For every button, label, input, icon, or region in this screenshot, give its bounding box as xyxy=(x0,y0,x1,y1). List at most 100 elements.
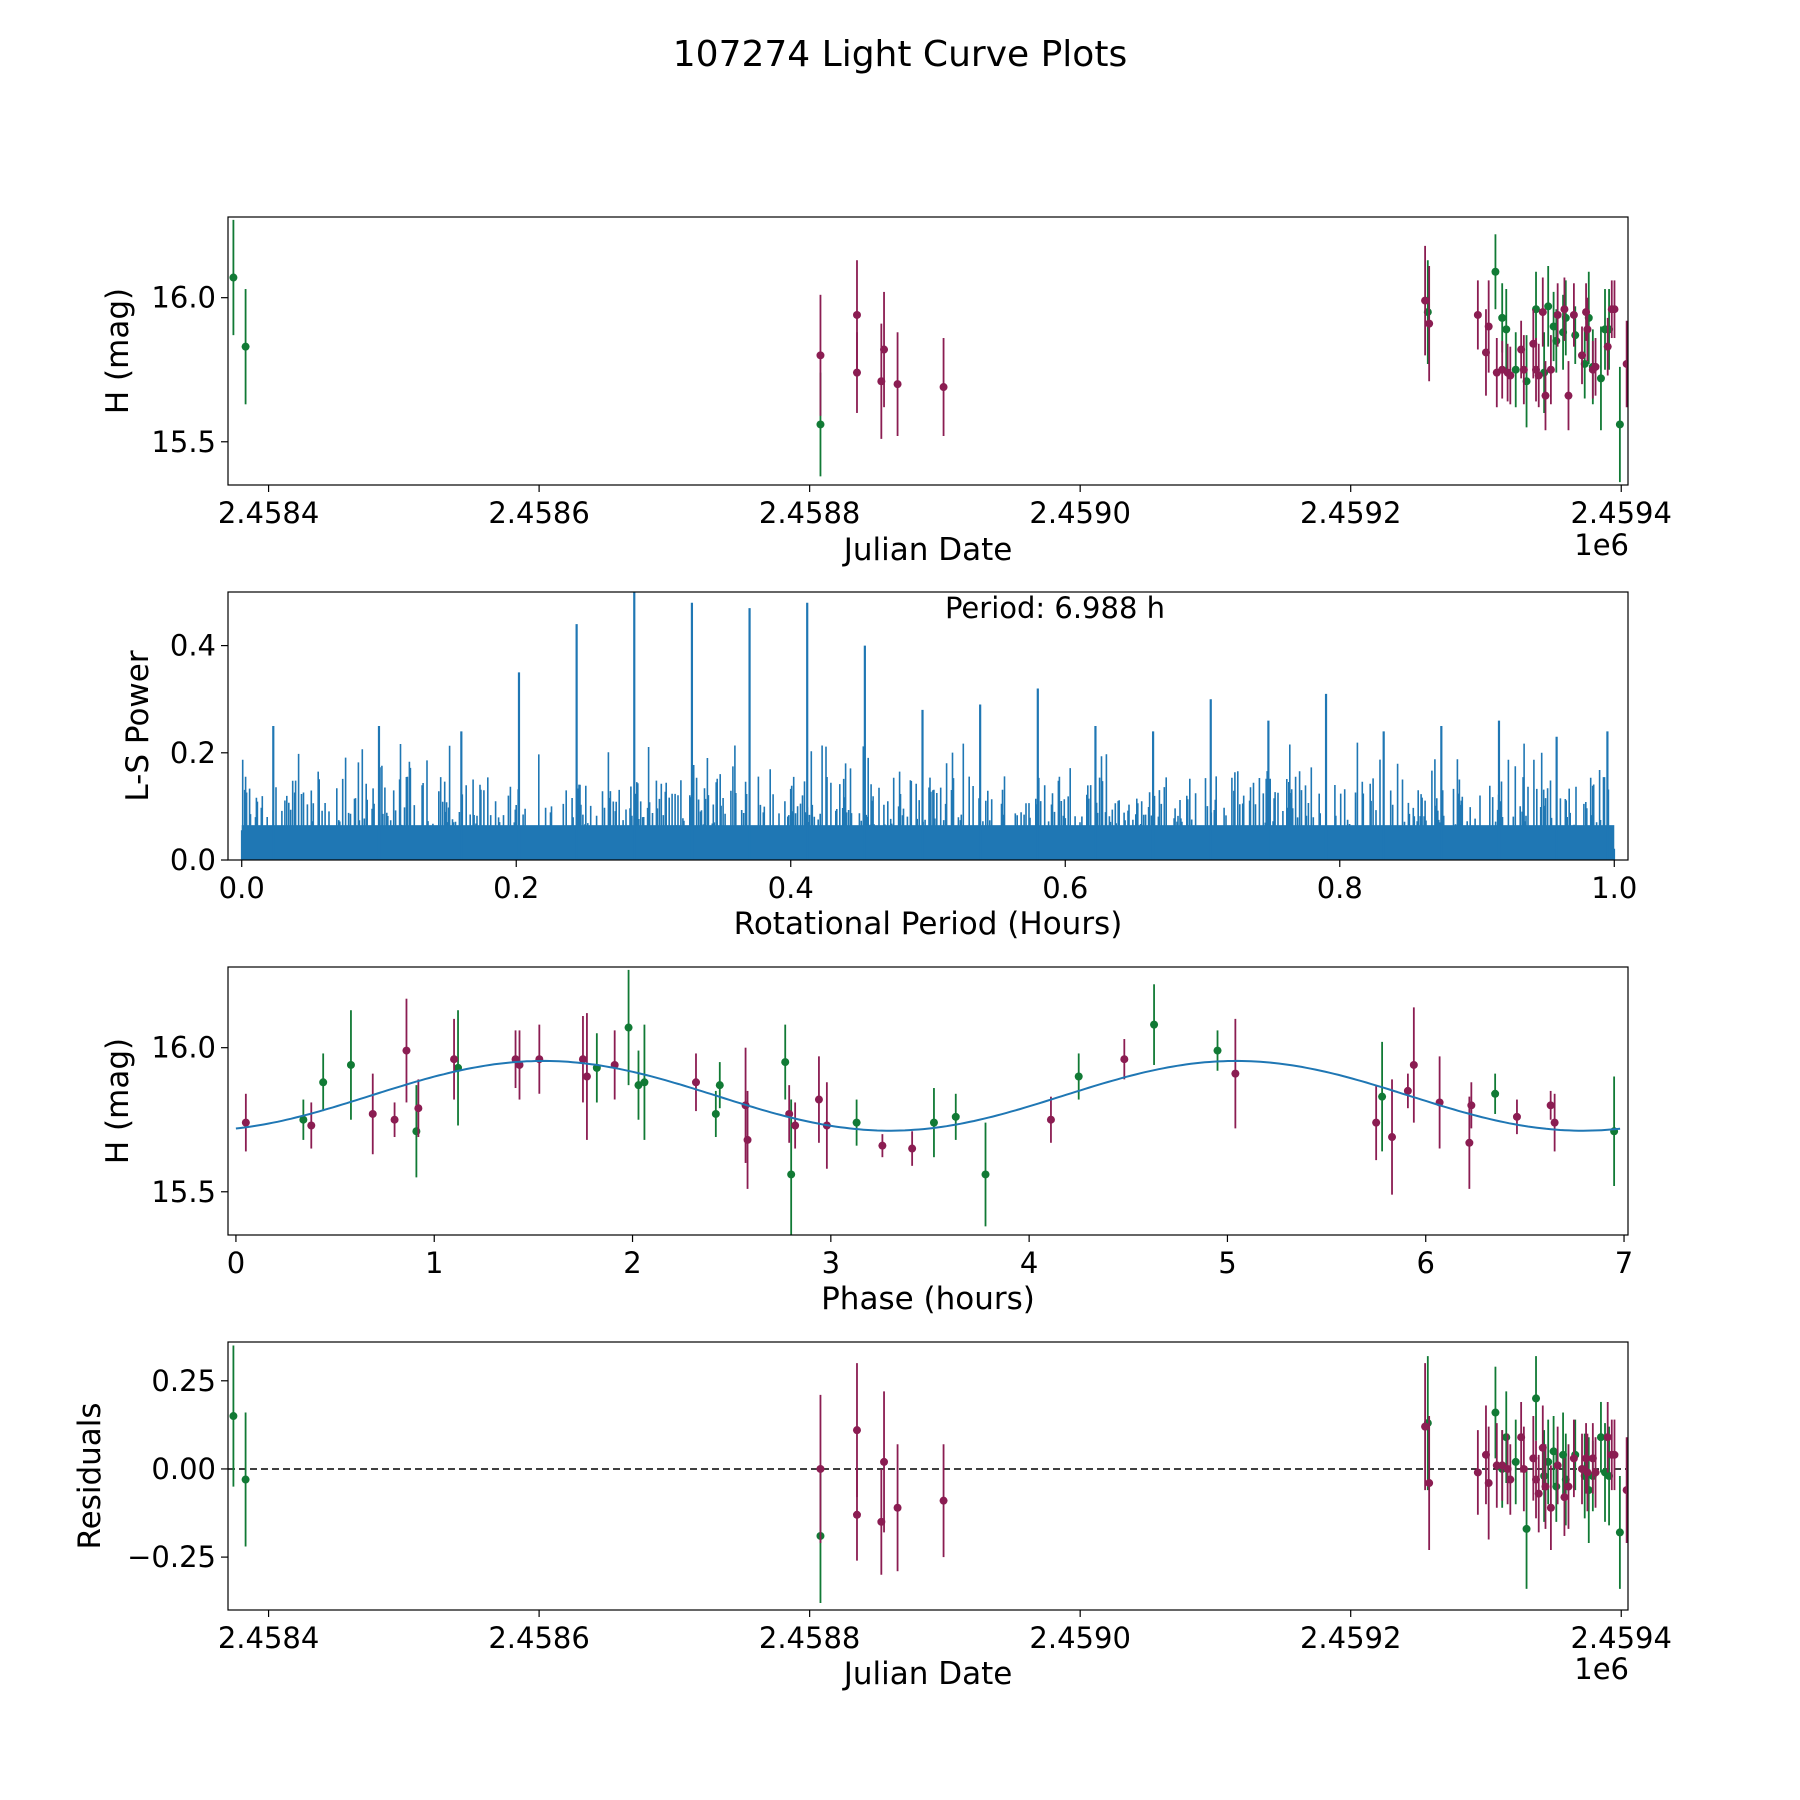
phased-point xyxy=(1213,1046,1222,1055)
phased-point xyxy=(743,1135,752,1144)
lightcurve-ylabel: H (mag) xyxy=(100,288,136,414)
figure-title: 107274 Light Curve Plots xyxy=(673,34,1127,75)
lightcurve-point xyxy=(1571,331,1580,340)
lightcurve-point xyxy=(1552,336,1561,345)
residuals-point xyxy=(893,1503,902,1512)
lightcurve-point xyxy=(1603,342,1612,351)
residuals-point xyxy=(1569,1454,1578,1463)
phased-point xyxy=(624,1023,633,1032)
lightcurve-xtick-label: 2.4586 xyxy=(488,496,589,530)
phased-ytick-label: 15.5 xyxy=(151,1175,216,1209)
phased-point xyxy=(515,1060,524,1069)
lightcurve-xtick-label: 2.4588 xyxy=(759,496,860,530)
lightcurve-point xyxy=(816,420,825,429)
residuals-xtick-label: 2.4586 xyxy=(488,1621,589,1655)
phased-xtick-label: 7 xyxy=(1615,1246,1633,1280)
residuals-point xyxy=(1540,1472,1549,1480)
lightcurve-point xyxy=(816,351,825,360)
periodogram-xlabel: Rotational Period (Hours) xyxy=(734,906,1123,942)
phased-point xyxy=(1409,1060,1418,1069)
residuals-point xyxy=(1421,1422,1430,1431)
periodogram-ytick-label: 0.4 xyxy=(170,629,216,663)
phased-point xyxy=(1467,1101,1476,1110)
residuals-point xyxy=(1502,1433,1511,1442)
phased-panel: Phase (hours) H (mag) 0 1 2 3 4 5 6 7 15.5 16.0 xyxy=(100,966,1633,1317)
residuals-point xyxy=(852,1426,861,1435)
residuals-point xyxy=(939,1496,948,1505)
lightcurve-xtick-label: 2.4592 xyxy=(1300,496,1401,530)
residuals-point xyxy=(1564,1482,1573,1491)
phased-ytick-label: 16.0 xyxy=(151,1031,216,1065)
phased-point xyxy=(640,1078,649,1087)
lightcurve-point xyxy=(1564,391,1573,400)
residuals-point xyxy=(1491,1408,1500,1417)
residuals-point xyxy=(1591,1468,1600,1477)
periodogram-xtick-label: 0.8 xyxy=(1317,871,1363,905)
phased-point xyxy=(908,1144,917,1153)
phased-point xyxy=(390,1115,399,1124)
phased-point xyxy=(711,1109,720,1118)
residuals-point xyxy=(1484,1479,1493,1488)
residuals-point xyxy=(1622,1486,1628,1495)
residuals-point xyxy=(1560,1493,1569,1502)
lightcurve-frame xyxy=(227,216,1629,486)
phased-point xyxy=(878,1141,887,1150)
lightcurve-offset-label: 1e6 xyxy=(1574,528,1629,562)
phased-point xyxy=(1150,1020,1159,1029)
phased-point xyxy=(814,1095,823,1104)
residuals-point xyxy=(1534,1489,1543,1498)
phased-point xyxy=(1465,1138,1474,1147)
phased-point xyxy=(1546,1101,1555,1110)
phased-frame xyxy=(227,966,1629,1236)
lightcurve-xtick-label: 2.4594 xyxy=(1570,496,1671,530)
lightcurve-point xyxy=(1473,310,1482,319)
lightcurve-point xyxy=(1591,362,1600,371)
residuals-point xyxy=(1610,1450,1619,1459)
lightcurve-point xyxy=(1622,359,1628,368)
residuals-point xyxy=(852,1510,861,1519)
lightcurve-xtick-label: 2.4590 xyxy=(1029,496,1130,530)
lightcurve-point xyxy=(1561,313,1570,322)
lightcurve-point xyxy=(1421,296,1430,305)
residuals-point xyxy=(1615,1528,1624,1537)
period-annotation: Period: 6.988 h xyxy=(945,591,1165,625)
residuals-ytick-label: 0.25 xyxy=(151,1364,216,1398)
phased-xtick-label: 3 xyxy=(822,1246,840,1280)
residuals-point xyxy=(816,1464,825,1473)
residuals-xtick-label: 2.4590 xyxy=(1029,1621,1130,1655)
phased-point xyxy=(402,1046,411,1055)
lightcurve-point xyxy=(1502,325,1511,334)
residuals-panel: Julian Date Residuals 1e6 2.4584 2.4586 2.… xyxy=(72,1341,1672,1692)
residuals-point xyxy=(1522,1524,1531,1533)
residuals-point xyxy=(1553,1461,1562,1470)
phased-point xyxy=(1046,1115,1055,1124)
phased-fit-curve xyxy=(235,1059,1621,1132)
residuals-point xyxy=(1583,1468,1592,1477)
phased-point xyxy=(1491,1089,1500,1098)
phased-ylabel: H (mag) xyxy=(100,1038,136,1164)
phased-point xyxy=(981,1170,990,1179)
periodogram-ytick-label: 0.0 xyxy=(170,843,216,877)
phased-point xyxy=(535,1055,544,1064)
phased-point xyxy=(691,1078,700,1087)
lightcurve-xlabel: Julian Date xyxy=(842,532,1013,568)
phased-point xyxy=(781,1058,790,1067)
residuals-point xyxy=(1546,1503,1555,1512)
residuals-frame xyxy=(227,1341,1629,1611)
phased-point xyxy=(1550,1118,1559,1127)
phased-xtick-label: 2 xyxy=(623,1246,641,1280)
lightcurve-point xyxy=(1534,371,1543,380)
phased-point xyxy=(1512,1112,1521,1121)
phased-point xyxy=(414,1104,423,1113)
phased-point xyxy=(346,1060,355,1069)
phased-point xyxy=(787,1170,796,1179)
phased-point xyxy=(582,1072,591,1081)
phased-point xyxy=(1388,1133,1397,1142)
lightcurve-point xyxy=(880,345,889,354)
lightcurve-plot-area xyxy=(229,219,1628,483)
residuals-point xyxy=(1519,1464,1528,1473)
periodogram-panel: Rotational Period (Hours) L-S Power Peri… xyxy=(120,591,1637,942)
lightcurve-point xyxy=(1519,365,1528,374)
